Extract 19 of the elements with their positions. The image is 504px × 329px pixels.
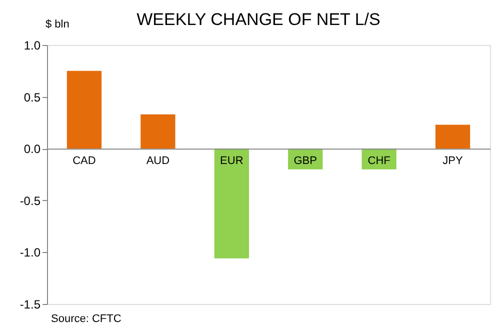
bar <box>435 124 470 149</box>
x-tick-label: CHF <box>368 155 391 168</box>
y-tick-label: -1.5 <box>20 298 41 312</box>
y-tick-label: 0.0 <box>24 142 41 156</box>
y-tick-label: -1.0 <box>20 246 41 260</box>
y-tick-label: 1.0 <box>24 38 41 52</box>
bar <box>214 148 249 258</box>
y-axis-title: $ bln <box>46 18 70 30</box>
bar <box>66 70 102 149</box>
x-tick-label: JPY <box>442 155 464 168</box>
x-tick-label: EUR <box>220 155 244 168</box>
x-tick-label: AUD <box>146 155 170 168</box>
y-tick-label: -0.5 <box>20 194 41 208</box>
x-tick-label: GBP <box>294 155 317 168</box>
y-tick-label: 0.5 <box>24 90 41 104</box>
chart-title: WEEKLY CHANGE OF NET L/S <box>136 10 380 29</box>
bar <box>140 114 176 149</box>
x-tick-label: CAD <box>72 155 96 168</box>
source-note: Source: CFTC <box>51 313 122 325</box>
